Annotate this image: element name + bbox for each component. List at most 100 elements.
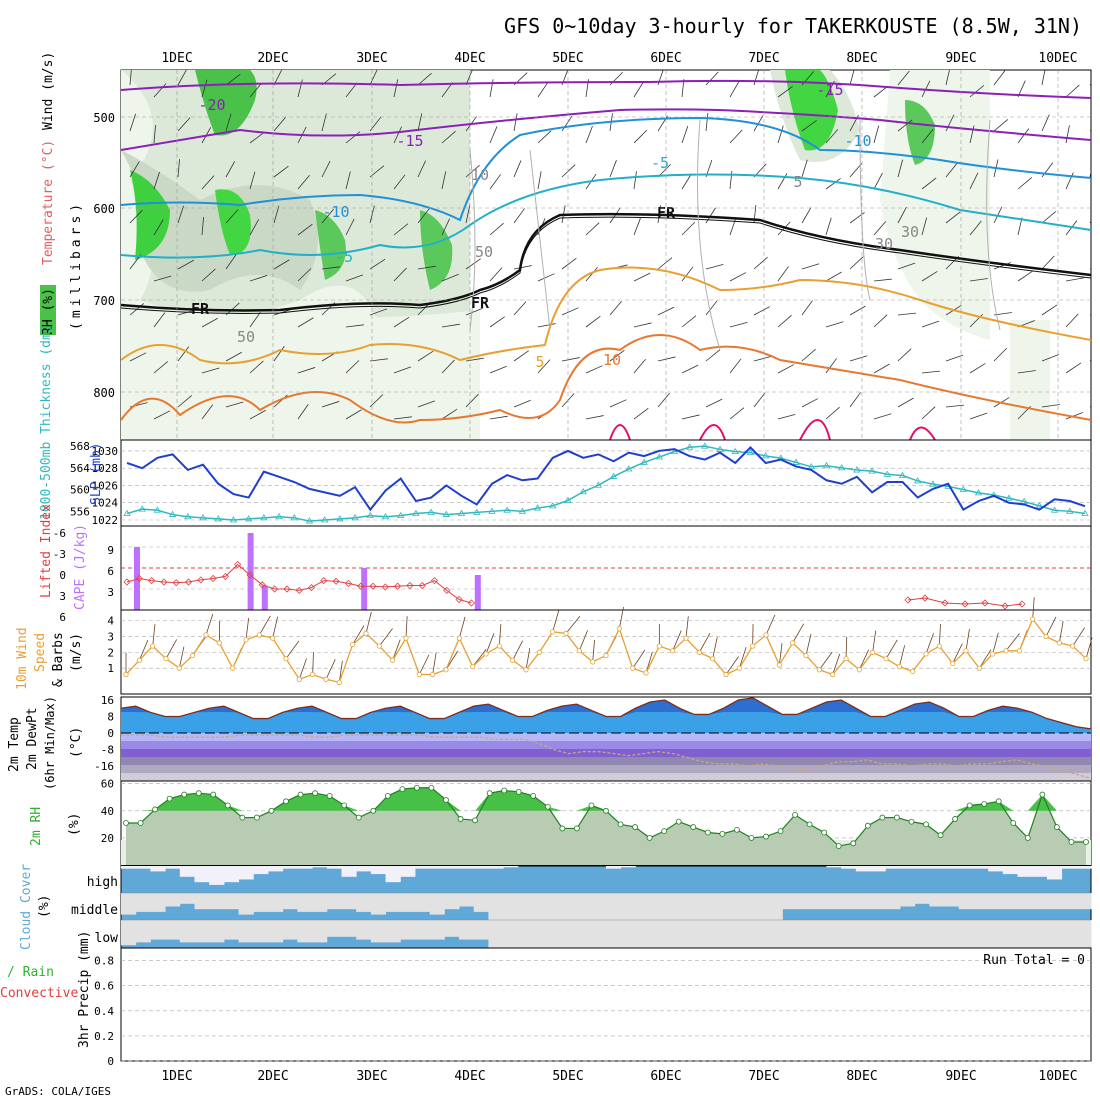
wind-barb	[561, 257, 577, 270]
cloud-clear-cell	[811, 920, 827, 948]
cloud-clear-cell	[1061, 893, 1077, 910]
cloud-clear-cell	[488, 920, 504, 948]
wind-barb	[801, 159, 808, 178]
wind-barb	[585, 365, 603, 374]
wind10-barb	[245, 617, 250, 640]
cloud-clear-cell	[297, 920, 313, 943]
cloud-panel: high middle low Cloud Cover (%)	[19, 864, 1092, 950]
wind-barb	[1041, 404, 1060, 408]
day-label-top: 6DEC	[650, 51, 681, 66]
wind-barb	[441, 130, 456, 144]
cloud-unit: (%)	[37, 895, 52, 918]
cloud-clear-cell	[267, 893, 284, 912]
isotherm-minus10	[121, 116, 1091, 222]
wind-barb	[705, 398, 723, 408]
thickness-marker	[518, 507, 527, 514]
isotherm-15	[609, 419, 936, 440]
rh-marker	[763, 833, 769, 840]
wind-barb	[777, 413, 796, 420]
rh-area-top	[126, 787, 1086, 811]
wind-barb	[801, 120, 817, 132]
wind-barb	[729, 81, 740, 98]
wind-barb	[801, 263, 820, 270]
wind10-barb	[819, 651, 833, 671]
slp-tick: 1028	[92, 462, 119, 475]
wind-barb	[297, 317, 314, 328]
contour-label: FR	[657, 204, 676, 222]
li-marker	[283, 585, 291, 593]
rh-marker	[530, 793, 537, 799]
rh-marker	[457, 816, 464, 822]
wind10-marker	[336, 679, 342, 686]
wind-barb	[273, 205, 280, 224]
rh-marker	[603, 807, 609, 814]
cloud-clear-cell	[444, 866, 460, 869]
cloud-clear-cell	[1017, 866, 1033, 877]
wind-barb	[153, 361, 169, 374]
thickness-marker	[640, 458, 648, 465]
day-label-top: 5DEC	[552, 51, 583, 66]
cloud-clear-cell	[503, 920, 519, 948]
thickness-marker	[746, 448, 755, 456]
wind-barb	[465, 357, 484, 362]
wind10-marker	[523, 667, 529, 673]
cloud-clear-cell	[297, 893, 313, 912]
wind10-barb	[1005, 633, 1020, 652]
wind10-marker	[1056, 640, 1062, 646]
wind-barb	[225, 351, 242, 362]
rh-marker	[646, 835, 653, 841]
cloud-clear-cell	[1046, 866, 1063, 880]
cloud-clear-cell	[473, 866, 489, 869]
wind-barb	[777, 125, 784, 144]
wind-barb	[393, 79, 399, 98]
wind-barb	[897, 206, 907, 224]
wind-barb	[273, 116, 286, 132]
wind-barb	[249, 409, 266, 420]
cloud-clear-cell	[121, 866, 137, 869]
wind-barb	[513, 399, 531, 408]
rh-marker	[370, 807, 377, 814]
wind-barb	[177, 346, 190, 362]
cloud-clear-cell	[444, 893, 460, 910]
wind-barb	[129, 113, 136, 132]
wind-barb	[177, 117, 191, 132]
cape-bars	[134, 533, 481, 610]
wind-barb	[681, 125, 689, 144]
cloud-clear-cell	[326, 920, 342, 937]
cloud-clear-cell	[356, 866, 372, 872]
wind-barb	[201, 404, 214, 420]
wind-barb	[1041, 304, 1058, 316]
wind-barb	[921, 406, 936, 420]
rh-marker	[908, 818, 915, 825]
thickness-marker	[625, 465, 633, 472]
wind10-marker	[510, 657, 516, 663]
cloud-clear-cell	[238, 866, 254, 880]
wind10-marker	[803, 652, 809, 659]
wind-barb	[369, 165, 385, 178]
cloud-clear-cell	[929, 866, 945, 869]
cloud-clear-cell	[341, 893, 357, 910]
li-marker	[123, 578, 131, 586]
thickness-marker	[990, 491, 998, 498]
cloud-clear-cell	[414, 866, 431, 869]
temp-label-2: 2m DewPt	[25, 707, 40, 770]
cloud-clear-cell	[1032, 866, 1048, 877]
wind10-marker	[163, 656, 169, 662]
wind-barb	[945, 404, 964, 408]
rh-marker	[937, 832, 944, 839]
wind10-marker	[283, 656, 289, 662]
wind-barb	[345, 218, 355, 236]
rh-marker	[894, 814, 900, 821]
wind-barb	[393, 126, 402, 144]
wind10-marker	[150, 643, 156, 649]
thickness-marker	[1050, 506, 1059, 513]
wind-barb	[969, 220, 982, 236]
cloud-clear-cell	[238, 920, 254, 943]
wind-barb	[729, 321, 748, 328]
cape-bar	[247, 533, 254, 610]
wind10-barb	[725, 656, 739, 675]
li-marker	[271, 585, 279, 593]
wind10-barb	[672, 630, 682, 651]
wind-barb	[513, 113, 518, 132]
wind-barb	[441, 408, 458, 420]
